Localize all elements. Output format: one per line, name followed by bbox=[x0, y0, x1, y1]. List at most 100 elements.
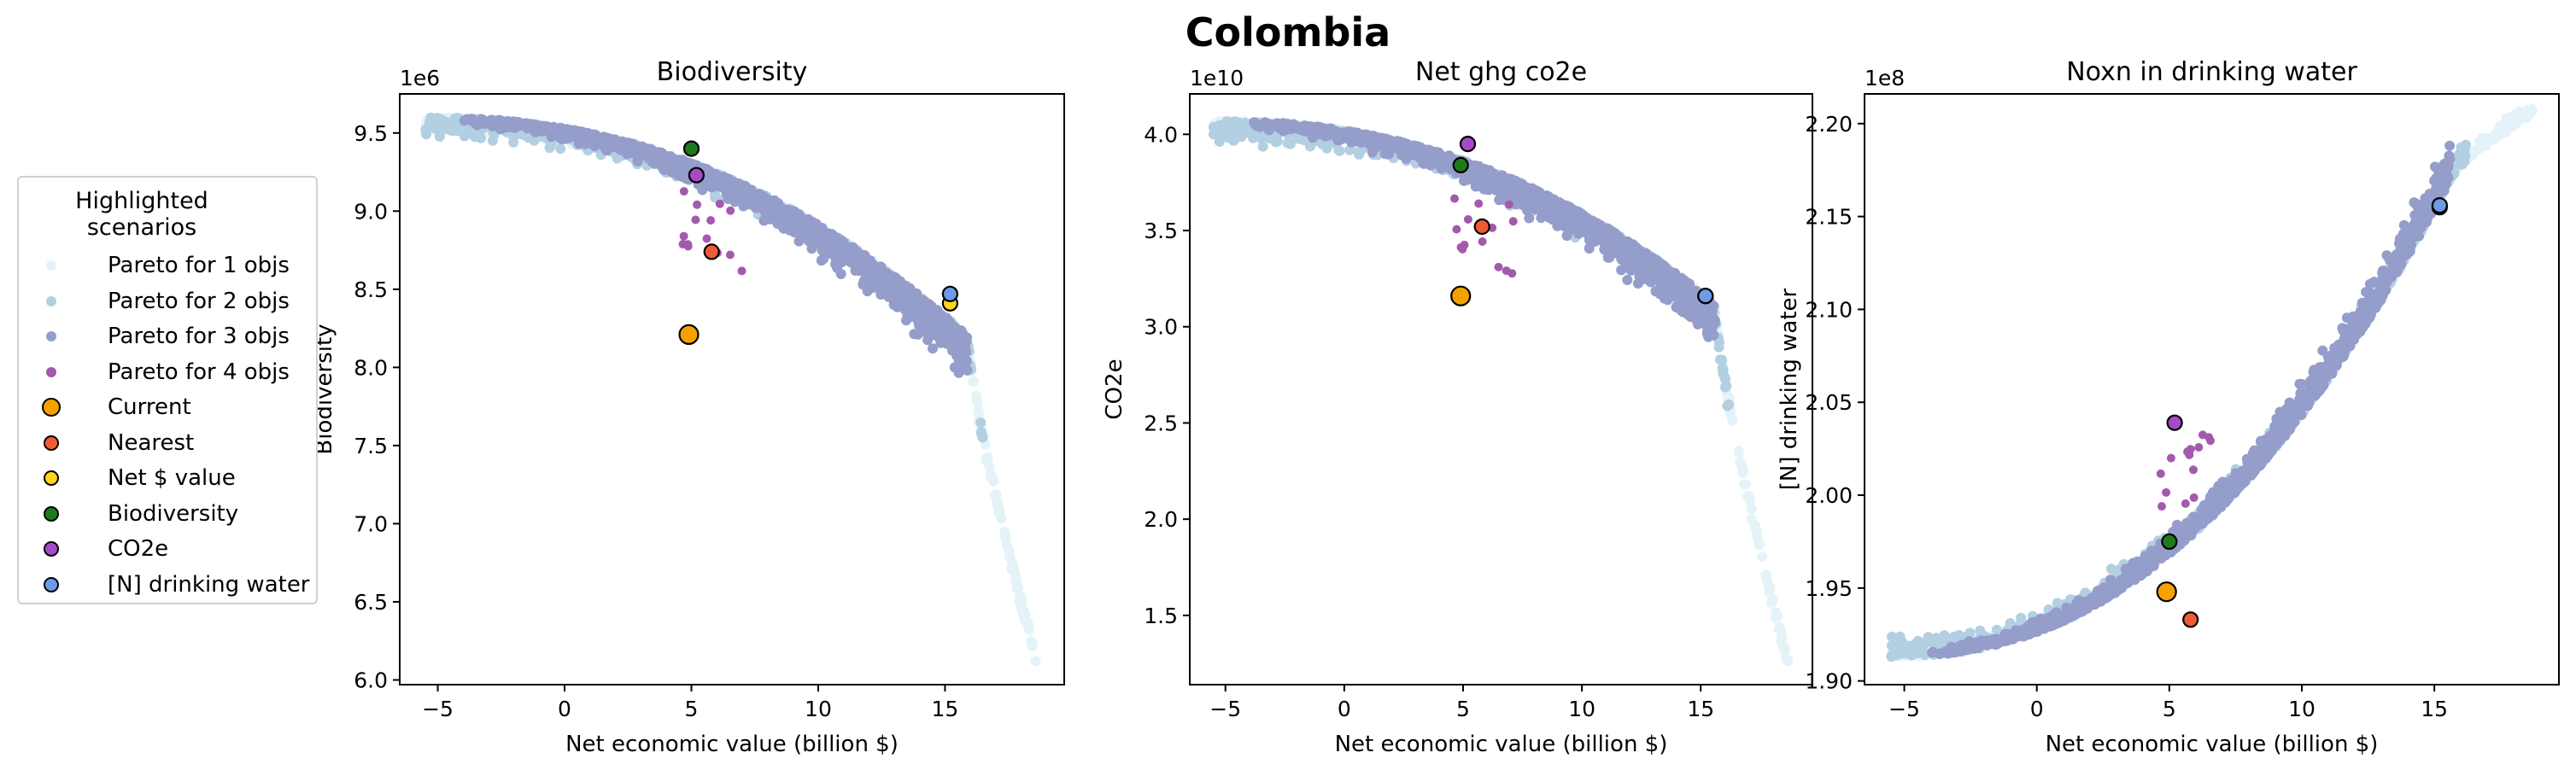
pareto-1-point bbox=[1742, 491, 1753, 501]
pareto-1-point bbox=[1001, 536, 1012, 547]
pareto-3-point bbox=[1494, 195, 1505, 206]
pareto-3-point bbox=[782, 206, 793, 217]
pareto-3-point bbox=[1350, 128, 1361, 139]
pareto-3-point bbox=[957, 342, 968, 353]
pareto-3-point bbox=[750, 202, 761, 213]
pareto-2-point bbox=[976, 429, 987, 440]
pareto-3-point bbox=[878, 270, 889, 280]
pareto-3-point bbox=[504, 121, 515, 132]
pareto-3-point bbox=[709, 170, 720, 181]
pareto-1-point bbox=[1004, 552, 1016, 563]
pareto-3-point bbox=[1632, 278, 1643, 289]
pareto-1-point bbox=[1777, 633, 1788, 645]
pareto-3-point bbox=[1295, 122, 1306, 133]
pareto-3-point bbox=[892, 301, 903, 312]
pareto-3-point bbox=[1431, 150, 1443, 160]
pareto-3-point bbox=[954, 353, 965, 364]
pareto-3-point bbox=[928, 343, 938, 354]
pareto-3-point bbox=[916, 312, 928, 324]
pareto-3-point bbox=[624, 142, 634, 153]
pareto-3-point bbox=[642, 143, 653, 155]
pareto-3-point bbox=[1610, 230, 1621, 242]
pareto-4-point bbox=[693, 200, 702, 209]
pareto-2-point bbox=[1214, 120, 1225, 131]
pareto-3-point bbox=[934, 312, 946, 324]
pareto-2-point bbox=[1344, 144, 1355, 155]
pareto-3-point bbox=[1702, 317, 1713, 328]
axes-frame bbox=[1189, 93, 1813, 686]
pareto-3-point bbox=[760, 209, 771, 219]
pareto-3-point bbox=[952, 361, 963, 372]
pareto-1-point bbox=[974, 408, 985, 419]
pareto-1-point bbox=[1026, 636, 1037, 647]
pareto-2-point bbox=[1717, 354, 1728, 365]
y-tick-label: 2.0 bbox=[1144, 507, 1178, 532]
x-tick-label: 5 bbox=[1456, 697, 1470, 721]
pareto-3-point bbox=[949, 329, 960, 340]
pareto-1-point bbox=[1740, 479, 1751, 490]
pareto-2-point bbox=[445, 125, 456, 136]
pareto-3-point bbox=[1553, 209, 1564, 220]
pareto-3-point bbox=[846, 256, 857, 267]
pareto-2-point bbox=[1713, 337, 1724, 347]
pareto-1-point bbox=[1757, 551, 1768, 563]
pareto-3-point bbox=[1653, 260, 1664, 271]
pareto-3-point bbox=[744, 195, 755, 207]
pareto-3-point bbox=[1467, 174, 1478, 185]
highlight-nearest-marker bbox=[703, 243, 720, 260]
pareto-4-point bbox=[725, 250, 735, 260]
pareto-4-point bbox=[679, 231, 688, 241]
pareto-1-point bbox=[1781, 653, 1792, 664]
pareto-3-point bbox=[1481, 179, 1492, 190]
pareto-3-point bbox=[1265, 122, 1276, 133]
pareto-2-point bbox=[420, 124, 431, 135]
figure-suptitle: Colombia bbox=[1186, 9, 1390, 55]
pareto-3-point bbox=[810, 227, 821, 238]
pareto-4-point bbox=[715, 199, 724, 208]
pareto-2-point bbox=[1299, 135, 1310, 146]
pareto-3-point bbox=[1655, 281, 1666, 292]
pareto-3-point bbox=[911, 288, 922, 299]
pareto-3-point bbox=[1577, 221, 1588, 232]
pareto-4-point bbox=[1460, 240, 1469, 249]
pareto-2-point bbox=[1722, 400, 1733, 411]
pareto-3-point bbox=[555, 122, 566, 133]
pareto-1-point bbox=[992, 499, 1003, 511]
pareto-3-point bbox=[1332, 135, 1344, 146]
pareto-3-point bbox=[1584, 243, 1595, 254]
pareto-3-point bbox=[1551, 201, 1561, 212]
pareto-1-point bbox=[1030, 656, 1041, 667]
x-tick-label: 10 bbox=[1568, 697, 1595, 721]
x-tick-label: 0 bbox=[1338, 697, 1351, 721]
y-tick-label: 1.5 bbox=[1144, 604, 1178, 628]
pareto-3-point bbox=[1616, 253, 1627, 264]
pareto-2-point bbox=[1232, 117, 1244, 128]
pareto-3-point bbox=[733, 190, 744, 201]
pareto-3-point bbox=[604, 133, 615, 144]
pareto-1-point bbox=[1024, 624, 1034, 635]
pareto-4-point bbox=[1463, 215, 1472, 224]
x-tick-label: −5 bbox=[1209, 697, 1241, 721]
pareto-2-point bbox=[1282, 137, 1293, 149]
pareto-1-point bbox=[1011, 577, 1022, 588]
pareto-1-point bbox=[987, 473, 998, 484]
pareto-3-point bbox=[531, 125, 542, 135]
pareto-3-point bbox=[1483, 170, 1494, 181]
highlight-biodiversity-marker bbox=[682, 140, 700, 157]
pareto-4-point bbox=[1450, 194, 1459, 203]
pareto-4-point bbox=[1452, 225, 1461, 234]
pareto-3-point bbox=[1304, 122, 1315, 133]
pareto-4-point bbox=[702, 234, 711, 243]
pareto-3-point bbox=[1686, 291, 1697, 302]
pareto-3-point bbox=[1665, 270, 1676, 281]
chart-title: Net ghg co2e bbox=[1415, 57, 1587, 87]
pareto-1-point bbox=[1015, 591, 1026, 602]
pareto-3-point bbox=[661, 158, 672, 169]
y-tick-label: 3.5 bbox=[1144, 219, 1178, 243]
pareto-3-point bbox=[916, 303, 927, 314]
y-tick-label: 6.0 bbox=[354, 668, 388, 693]
x-axis-label: Net economic value (billion $) bbox=[1335, 732, 1668, 757]
pareto-3-point bbox=[1587, 215, 1598, 226]
pareto-1-point bbox=[1746, 504, 1757, 515]
